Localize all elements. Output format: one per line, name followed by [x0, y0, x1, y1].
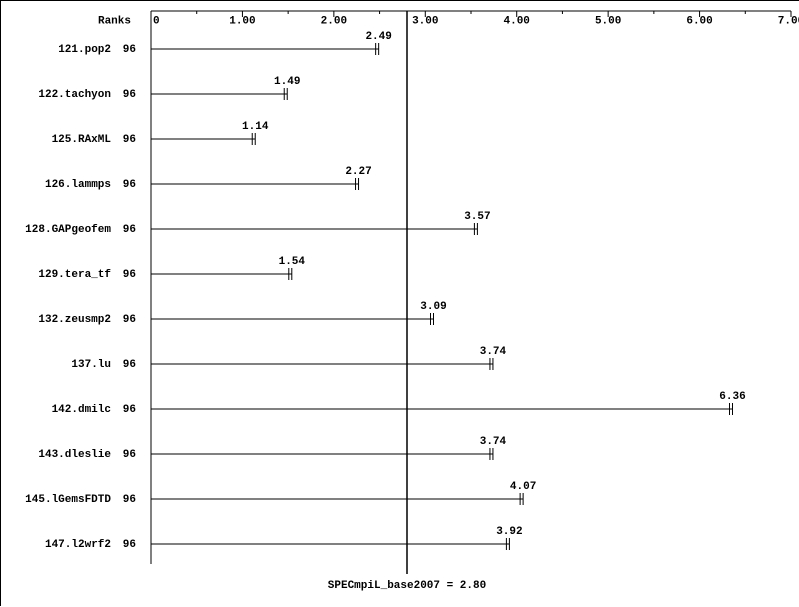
axis-tick-label: 0 [153, 15, 160, 27]
benchmark-ranks: 96 [123, 269, 136, 281]
benchmark-name: 122.tachyon [38, 89, 111, 101]
benchmark-ranks: 96 [123, 134, 136, 146]
benchmark-name: 143.dleslie [38, 449, 111, 461]
benchmark-name: 128.GAPgeofem [25, 224, 111, 236]
axis-tick-label: 7.00 [778, 15, 799, 27]
axis-tick-label: 1.00 [229, 15, 255, 27]
benchmark-ranks: 96 [123, 179, 136, 191]
benchmark-name: 126.lammps [45, 179, 111, 191]
benchmark-name: 132.zeusmp2 [38, 314, 111, 326]
benchmark-value: 6.36 [719, 391, 745, 403]
benchmark-name: 145.lGemsFDTD [25, 494, 111, 506]
benchmark-value: 3.57 [464, 211, 490, 223]
benchmark-value: 2.49 [365, 31, 391, 43]
benchmark-name: 121.pop2 [58, 44, 111, 56]
axis-tick-label: 4.00 [504, 15, 530, 27]
benchmark-value: 4.07 [510, 481, 536, 493]
axis-tick-label: 3.00 [412, 15, 438, 27]
benchmark-name: 137.lu [71, 359, 111, 371]
benchmark-ranks: 96 [123, 404, 136, 416]
benchmark-ranks: 96 [123, 44, 136, 56]
benchmark-ranks: 96 [123, 314, 136, 326]
benchmark-ranks: 96 [123, 224, 136, 236]
benchmark-value: 3.09 [420, 301, 446, 313]
benchmark-name: 142.dmilc [52, 404, 111, 416]
ranks-header: Ranks [98, 15, 131, 27]
benchmark-name: 125.RAxML [52, 134, 112, 146]
benchmark-value: 3.92 [496, 526, 522, 538]
benchmark-ranks: 96 [123, 494, 136, 506]
benchmark-ranks: 96 [123, 449, 136, 461]
benchmark-value: 1.54 [279, 256, 306, 268]
benchmark-name: 129.tera_tf [38, 269, 111, 281]
benchmark-ranks: 96 [123, 359, 136, 371]
axis-tick-label: 5.00 [595, 15, 621, 27]
axis-tick-label: 6.00 [686, 15, 712, 27]
reference-label: SPECmpiL_base2007 = 2.80 [328, 580, 486, 592]
benchmark-value: 1.49 [274, 76, 300, 88]
spec-benchmark-chart: 0 1.00 2.00 3.00 4.00 5.00 6.00 7.00 Ranks SPECmp… [0, 0, 799, 606]
benchmark-ranks: 96 [123, 539, 136, 551]
chart-svg: 0 1.00 2.00 3.00 4.00 5.00 6.00 7.00 Ranks SPECmp… [1, 1, 799, 607]
benchmark-value: 2.27 [345, 166, 371, 178]
benchmark-value: 3.74 [480, 436, 507, 448]
benchmark-value: 1.14 [242, 121, 269, 133]
axis-tick-label: 2.00 [321, 15, 347, 27]
benchmark-name: 147.l2wrf2 [45, 539, 111, 551]
benchmark-value: 3.74 [480, 346, 507, 358]
benchmark-ranks: 96 [123, 89, 136, 101]
